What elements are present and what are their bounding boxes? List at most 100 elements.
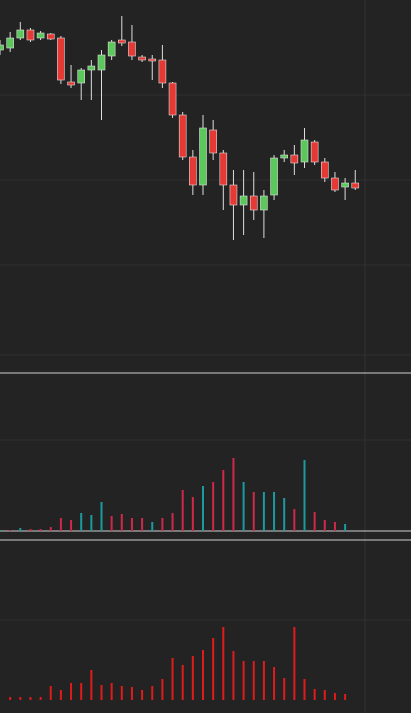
candle-body bbox=[148, 58, 157, 62]
bar bbox=[293, 509, 296, 531]
candle-body bbox=[87, 65, 96, 71]
bar bbox=[303, 460, 306, 531]
bar bbox=[191, 656, 194, 700]
candle-body bbox=[118, 39, 126, 44]
bar bbox=[59, 690, 62, 700]
bar bbox=[283, 678, 286, 700]
bar bbox=[70, 520, 73, 531]
bar bbox=[344, 694, 347, 700]
bar bbox=[29, 697, 32, 700]
candle-body bbox=[6, 37, 14, 49]
bar bbox=[130, 518, 133, 531]
candle-body bbox=[249, 195, 258, 211]
bar bbox=[141, 518, 144, 531]
bar bbox=[9, 697, 12, 700]
bar bbox=[49, 686, 52, 700]
candle-body bbox=[320, 161, 329, 179]
bar bbox=[141, 690, 144, 700]
bar bbox=[323, 690, 326, 700]
candle-body bbox=[280, 154, 289, 159]
bar bbox=[90, 670, 93, 700]
bar bbox=[212, 638, 215, 700]
bar bbox=[39, 697, 42, 700]
candle-body bbox=[26, 29, 35, 41]
candle-body bbox=[351, 182, 360, 189]
bar bbox=[293, 627, 296, 700]
bar bbox=[323, 520, 326, 531]
bar bbox=[222, 470, 225, 531]
bar bbox=[252, 661, 255, 700]
bar bbox=[202, 650, 204, 700]
bar bbox=[171, 658, 174, 700]
candle-body bbox=[46, 33, 55, 40]
bar bbox=[313, 512, 316, 531]
bar bbox=[344, 524, 347, 531]
bar bbox=[80, 683, 83, 700]
candle-body bbox=[57, 37, 65, 81]
bar bbox=[49, 527, 52, 531]
bar bbox=[273, 667, 276, 700]
bar bbox=[151, 686, 154, 700]
bar bbox=[202, 486, 204, 531]
candle-body bbox=[0, 44, 4, 51]
bar bbox=[181, 665, 184, 700]
bar bbox=[262, 661, 265, 700]
candle-body bbox=[260, 195, 268, 211]
candle-body bbox=[209, 129, 217, 154]
bar bbox=[161, 518, 164, 531]
bar bbox=[181, 490, 184, 531]
bar bbox=[273, 492, 276, 531]
candle-body bbox=[219, 152, 228, 186]
candle-body bbox=[331, 177, 339, 191]
candle-body bbox=[158, 59, 167, 84]
candle-body bbox=[16, 29, 25, 39]
candle-body bbox=[239, 195, 248, 206]
candle-body bbox=[67, 81, 75, 86]
bar bbox=[161, 679, 164, 700]
candle-body bbox=[290, 154, 299, 164]
candle-body bbox=[168, 82, 177, 116]
bar bbox=[19, 697, 22, 700]
candle-body bbox=[300, 139, 309, 163]
bar bbox=[191, 497, 194, 531]
bar bbox=[242, 661, 245, 700]
bar bbox=[242, 482, 245, 531]
candle-body bbox=[36, 32, 45, 39]
candle-body bbox=[178, 114, 187, 158]
bar bbox=[212, 482, 215, 531]
candle-body bbox=[199, 127, 207, 186]
bar bbox=[19, 528, 22, 531]
bar bbox=[29, 529, 32, 531]
candle-body bbox=[107, 41, 116, 57]
bar bbox=[0, 530, 1, 531]
bar bbox=[232, 651, 235, 700]
bar bbox=[70, 683, 73, 700]
bar bbox=[120, 686, 123, 700]
bar bbox=[59, 518, 62, 531]
bar bbox=[100, 685, 103, 700]
bar bbox=[333, 693, 336, 700]
candle-body bbox=[189, 156, 197, 186]
bar bbox=[120, 514, 123, 531]
bar bbox=[39, 529, 42, 531]
bar bbox=[100, 502, 103, 531]
candle-body bbox=[128, 41, 136, 57]
candle-body bbox=[77, 69, 85, 84]
candle-body bbox=[138, 56, 146, 61]
candle-body bbox=[310, 141, 319, 163]
candle-body bbox=[229, 184, 238, 206]
bar bbox=[80, 513, 83, 531]
bar bbox=[252, 492, 255, 531]
bar bbox=[9, 530, 12, 531]
candle-body bbox=[341, 182, 349, 188]
bar bbox=[130, 687, 133, 700]
bar bbox=[90, 515, 93, 531]
bar bbox=[171, 513, 174, 531]
bar bbox=[232, 458, 235, 531]
bar bbox=[303, 679, 306, 700]
bar bbox=[283, 498, 286, 531]
bar bbox=[313, 689, 316, 700]
candle-body bbox=[270, 157, 278, 196]
